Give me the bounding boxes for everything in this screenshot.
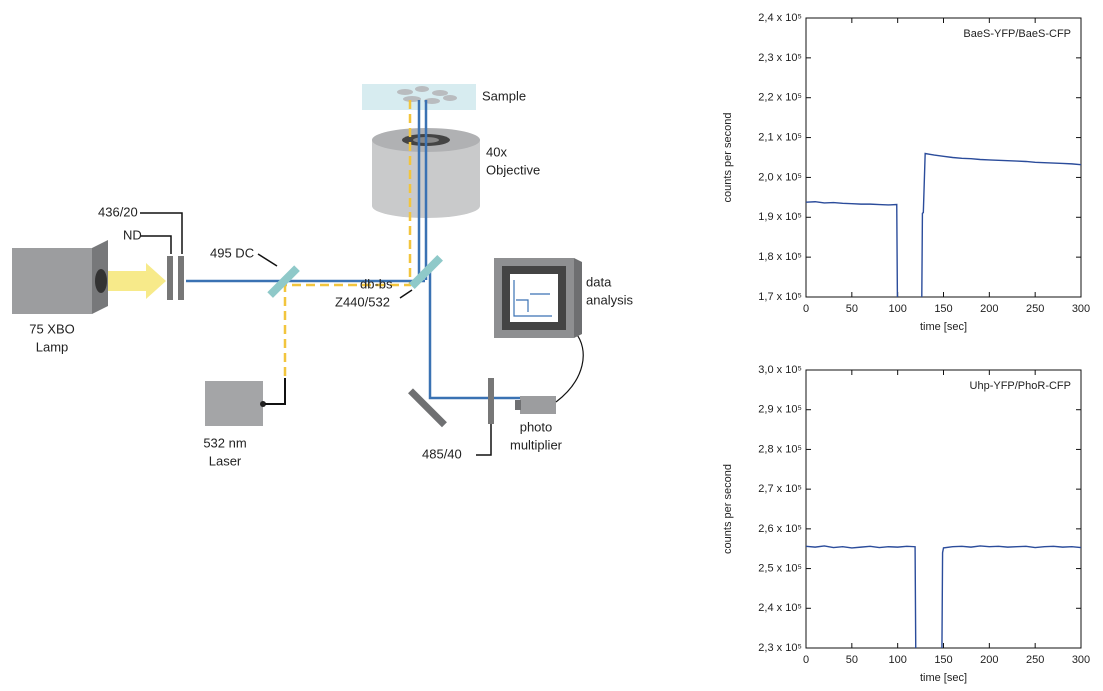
plot-frame bbox=[806, 370, 1081, 648]
x-tick-label: 0 bbox=[803, 654, 809, 666]
x-tick-label: 300 bbox=[1072, 654, 1090, 666]
y-tick-label: 2,1 x 10⁵ bbox=[758, 131, 802, 143]
label: db-bs bbox=[360, 276, 393, 291]
label: 75 XBO bbox=[29, 321, 75, 336]
filter bbox=[178, 256, 184, 300]
leader bbox=[476, 424, 491, 455]
label: Sample bbox=[482, 88, 526, 103]
label: multiplier bbox=[510, 437, 563, 452]
laser-box bbox=[205, 381, 263, 426]
y-axis-label: counts per second bbox=[722, 113, 734, 203]
y-axis-label: counts per second bbox=[722, 464, 734, 554]
x-axis-label: time [sec] bbox=[920, 321, 967, 333]
y-tick-label: 2,8 x 10⁵ bbox=[758, 443, 802, 455]
x-tick-label: 150 bbox=[934, 303, 952, 315]
label: 40x bbox=[486, 144, 507, 159]
label: data bbox=[586, 274, 612, 289]
y-tick-label: 2,5 x 10⁵ bbox=[758, 562, 802, 574]
photomultiplier-window bbox=[515, 400, 521, 410]
x-tick-label: 150 bbox=[934, 654, 952, 666]
x-axis-label: time [sec] bbox=[920, 672, 967, 684]
x-tick-label: 100 bbox=[888, 303, 906, 315]
label: 485/40 bbox=[422, 446, 462, 461]
y-tick-label: 3,0 x 10⁵ bbox=[758, 364, 802, 376]
plot-frame bbox=[806, 18, 1081, 297]
y-tick-label: 2,9 x 10⁵ bbox=[758, 404, 802, 416]
y-tick-label: 2,4 x 10⁵ bbox=[758, 602, 802, 614]
label: Laser bbox=[209, 453, 242, 468]
x-tick-label: 50 bbox=[846, 654, 858, 666]
monitor-side bbox=[574, 258, 582, 338]
y-tick-label: 2,0 x 10⁵ bbox=[758, 171, 802, 183]
lamp-box bbox=[12, 248, 92, 314]
y-tick-label: 2,4 x 10⁵ bbox=[758, 12, 802, 24]
x-tick-label: 200 bbox=[980, 303, 998, 315]
filter bbox=[488, 378, 494, 424]
y-tick-label: 1,9 x 10⁵ bbox=[758, 211, 802, 223]
y-tick-label: 2,3 x 10⁵ bbox=[758, 642, 802, 654]
label: 532 nm bbox=[203, 435, 246, 450]
x-tick-label: 300 bbox=[1072, 303, 1090, 315]
label: ND bbox=[123, 227, 142, 242]
leader bbox=[140, 213, 182, 254]
label: 495 DC bbox=[210, 245, 254, 260]
x-tick-label: 100 bbox=[888, 654, 906, 666]
label: Lamp bbox=[36, 339, 69, 354]
y-tick-label: 1,8 x 10⁵ bbox=[758, 251, 802, 263]
leader bbox=[400, 290, 412, 298]
lamp-window bbox=[95, 269, 107, 293]
x-tick-label: 50 bbox=[846, 303, 858, 315]
y-tick-label: 2,7 x 10⁵ bbox=[758, 483, 802, 495]
y-tick-label: 1,7 x 10⁵ bbox=[758, 291, 802, 303]
screen bbox=[510, 274, 558, 322]
y-tick-label: 2,6 x 10⁵ bbox=[758, 523, 802, 535]
label: analysis bbox=[586, 292, 633, 307]
filter bbox=[167, 256, 173, 300]
label: 436/20 bbox=[98, 204, 138, 219]
fiber bbox=[265, 378, 285, 404]
x-tick-label: 200 bbox=[980, 654, 998, 666]
figure: Sample 40x Objective 75 XBO Lamp 436/20 … bbox=[0, 0, 1103, 686]
photomultiplier bbox=[520, 396, 556, 414]
annotation: BaeS-YFP/BaeS-CFP bbox=[963, 28, 1071, 40]
mirror bbox=[408, 388, 447, 427]
annotation: Uhp-YFP/PhoR-CFP bbox=[970, 380, 1071, 392]
label: photo bbox=[520, 419, 553, 434]
y-tick-label: 2,3 x 10⁵ bbox=[758, 52, 802, 64]
leader bbox=[258, 254, 277, 266]
label: Z440/532 bbox=[335, 294, 390, 309]
cable bbox=[556, 332, 583, 402]
lamp-light bbox=[108, 263, 166, 299]
x-tick-label: 0 bbox=[803, 303, 809, 315]
y-tick-label: 2,2 x 10⁵ bbox=[758, 92, 802, 104]
label: Objective bbox=[486, 162, 540, 177]
x-tick-label: 250 bbox=[1026, 303, 1044, 315]
x-tick-label: 250 bbox=[1026, 654, 1044, 666]
